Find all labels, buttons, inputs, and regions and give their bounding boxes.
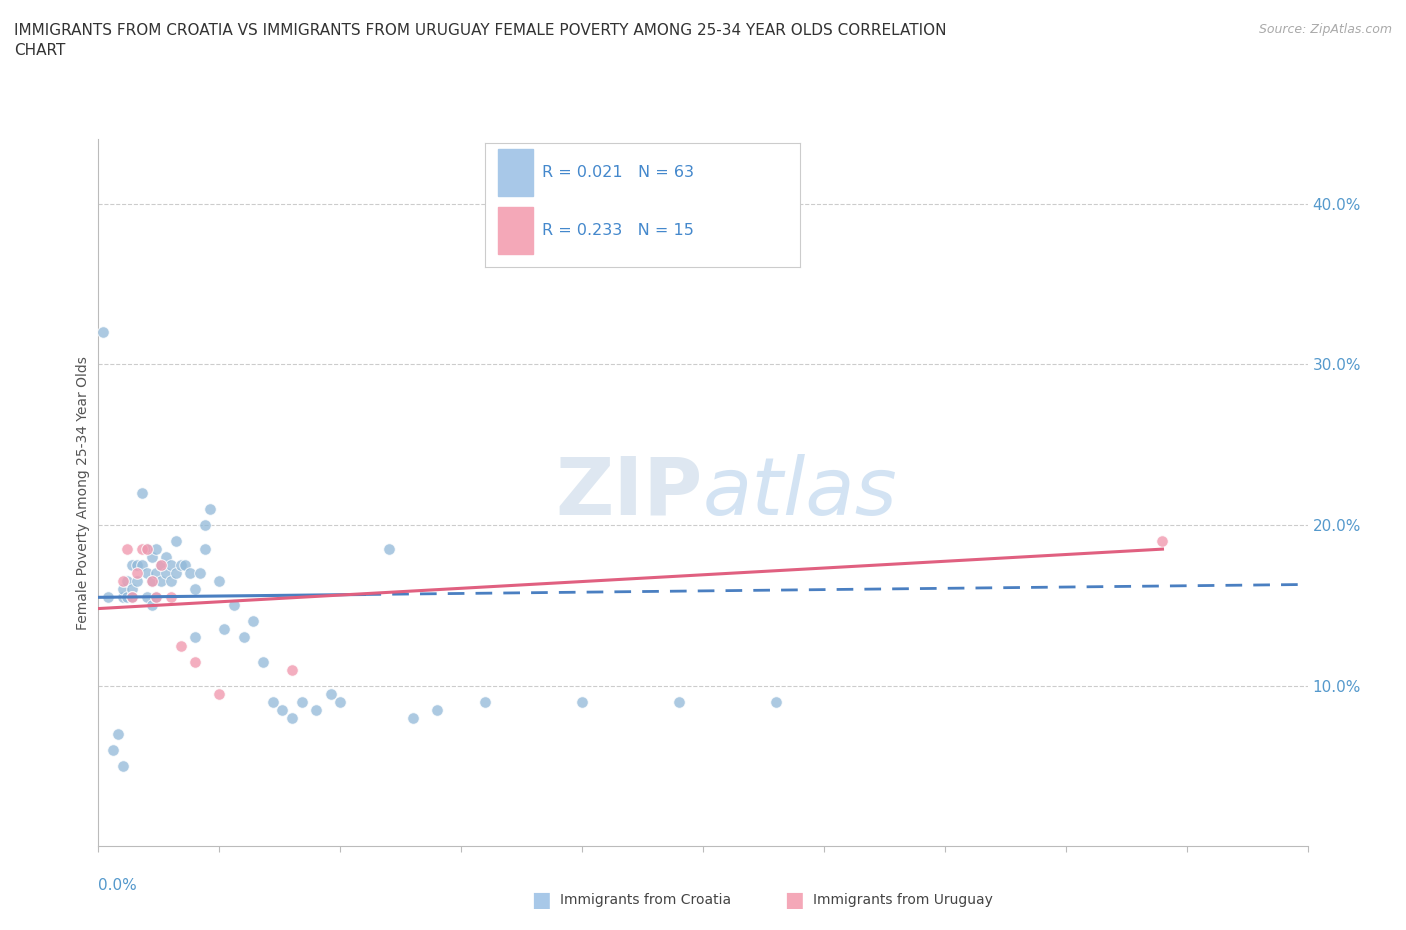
Point xyxy=(1152,534,1174,549)
Point xyxy=(121,590,143,604)
Point xyxy=(145,565,167,580)
Text: ■: ■ xyxy=(785,890,804,910)
Point xyxy=(135,590,157,604)
Bar xyxy=(498,207,533,255)
Point xyxy=(281,662,304,677)
Point xyxy=(145,590,167,604)
Point xyxy=(290,695,312,710)
Point xyxy=(165,565,187,580)
Point xyxy=(117,590,139,604)
Point xyxy=(135,565,157,580)
Point xyxy=(121,558,143,573)
Text: Source: ZipAtlas.com: Source: ZipAtlas.com xyxy=(1258,23,1392,36)
Point xyxy=(111,582,134,597)
Point xyxy=(111,574,134,589)
Point xyxy=(150,558,173,573)
Point xyxy=(111,759,134,774)
Point xyxy=(121,582,143,597)
Point xyxy=(184,654,207,669)
Point xyxy=(262,695,284,710)
Point xyxy=(107,726,129,741)
Point xyxy=(160,558,183,573)
Text: IMMIGRANTS FROM CROATIA VS IMMIGRANTS FROM URUGUAY FEMALE POVERTY AMONG 25-34 YE: IMMIGRANTS FROM CROATIA VS IMMIGRANTS FR… xyxy=(14,23,946,58)
Point xyxy=(402,711,425,725)
Point xyxy=(135,541,157,556)
Text: ■: ■ xyxy=(531,890,551,910)
Point xyxy=(305,702,328,717)
Point xyxy=(141,550,163,565)
Point xyxy=(117,574,139,589)
Point xyxy=(765,695,787,710)
Point xyxy=(155,565,177,580)
Text: Immigrants from Uruguay: Immigrants from Uruguay xyxy=(813,893,993,908)
Point xyxy=(174,558,197,573)
Point xyxy=(141,574,163,589)
Point xyxy=(150,558,173,573)
Text: 0.0%: 0.0% xyxy=(98,878,138,893)
Text: Immigrants from Croatia: Immigrants from Croatia xyxy=(560,893,731,908)
Point xyxy=(571,695,593,710)
Point xyxy=(184,582,207,597)
Point xyxy=(131,541,153,556)
Point xyxy=(252,654,274,669)
Point xyxy=(127,574,149,589)
Point xyxy=(474,695,496,710)
Point xyxy=(127,558,149,573)
Point xyxy=(281,711,304,725)
Point xyxy=(135,541,157,556)
Point xyxy=(169,558,191,573)
Point xyxy=(91,325,114,339)
Point xyxy=(131,485,153,500)
Point xyxy=(97,590,120,604)
Point xyxy=(179,565,201,580)
Point xyxy=(194,541,217,556)
Point xyxy=(131,558,153,573)
Point xyxy=(188,565,211,580)
Point xyxy=(145,590,167,604)
Point xyxy=(111,590,134,604)
Point xyxy=(232,630,254,644)
Point xyxy=(329,695,352,710)
Text: R = 0.233   N = 15: R = 0.233 N = 15 xyxy=(541,223,693,238)
Point xyxy=(212,622,235,637)
Point xyxy=(165,534,187,549)
Point xyxy=(208,686,231,701)
Point xyxy=(184,630,207,644)
Y-axis label: Female Poverty Among 25-34 Year Olds: Female Poverty Among 25-34 Year Olds xyxy=(76,356,90,630)
Point xyxy=(194,518,217,533)
Point xyxy=(668,695,690,710)
Point xyxy=(426,702,449,717)
Point xyxy=(155,550,177,565)
Point xyxy=(242,614,264,629)
Point xyxy=(117,541,139,556)
Point xyxy=(319,686,342,701)
Text: atlas: atlas xyxy=(703,454,898,532)
Point xyxy=(127,565,149,580)
Point xyxy=(160,590,183,604)
Point xyxy=(150,574,173,589)
Point xyxy=(198,501,221,516)
Point xyxy=(160,574,183,589)
Point xyxy=(169,638,191,653)
Point xyxy=(145,541,167,556)
Text: R = 0.021   N = 63: R = 0.021 N = 63 xyxy=(541,166,695,180)
Point xyxy=(271,702,294,717)
Point xyxy=(121,590,143,604)
Point xyxy=(377,541,399,556)
Text: ZIP: ZIP xyxy=(555,454,703,532)
Point xyxy=(222,598,245,613)
Point xyxy=(141,574,163,589)
Point xyxy=(101,742,124,757)
Point xyxy=(141,598,163,613)
Bar xyxy=(498,149,533,196)
Point xyxy=(208,574,231,589)
